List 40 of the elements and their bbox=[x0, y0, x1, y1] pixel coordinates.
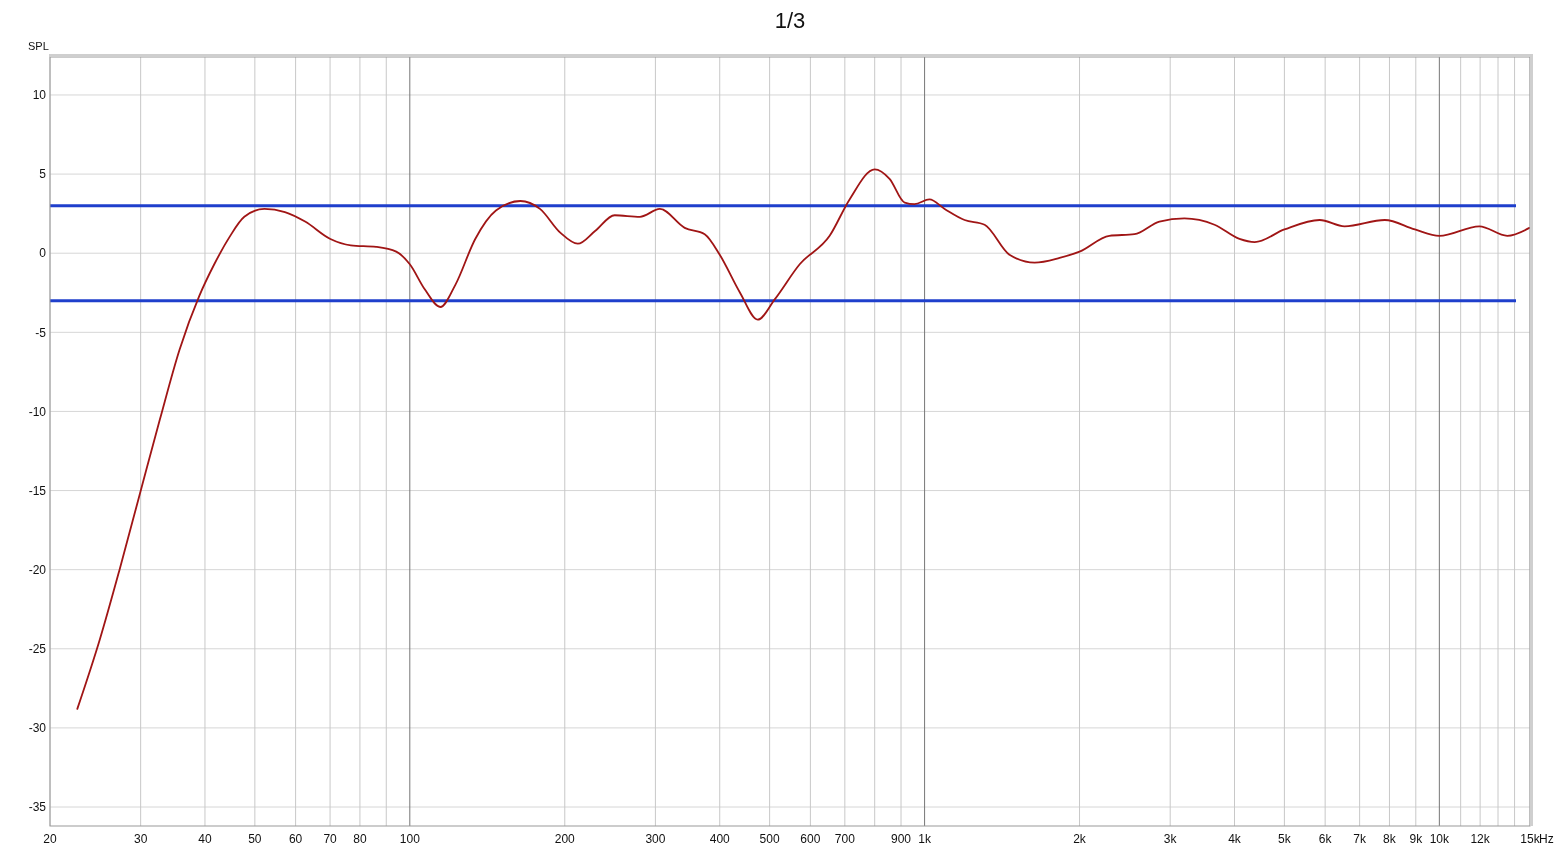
y-tick-label: 10 bbox=[32, 88, 47, 103]
x-tick-label: 80 bbox=[353, 832, 367, 846]
x-tick-label: 700 bbox=[834, 832, 856, 846]
x-tick-label: 8k bbox=[1383, 832, 1397, 846]
y-tick-label: -25 bbox=[28, 641, 47, 656]
x-tick-label: 10k bbox=[1429, 832, 1451, 846]
y-tick-label: 0 bbox=[39, 246, 47, 261]
x-tick-label: 60 bbox=[288, 832, 303, 846]
chart-title: 1/3 bbox=[774, 8, 806, 33]
x-tick-label: 5k bbox=[1278, 832, 1292, 846]
y-tick-label: -15 bbox=[28, 483, 47, 498]
x-tick-label: 15k bbox=[1520, 832, 1541, 846]
x-axis-title: Hz bbox=[1539, 832, 1554, 846]
x-tick-label: 7k bbox=[1353, 832, 1367, 846]
x-tick-label: 1k bbox=[918, 832, 932, 846]
y-tick-label: -5 bbox=[35, 325, 47, 340]
x-tick-label: 3k bbox=[1163, 832, 1178, 846]
y-tick-label: -30 bbox=[28, 721, 47, 736]
x-tick-label: 300 bbox=[645, 832, 666, 846]
x-tick-label: 900 bbox=[891, 832, 912, 846]
x-tick-label: 500 bbox=[759, 832, 780, 846]
x-tick-label: 200 bbox=[554, 832, 576, 846]
y-tick-label: -20 bbox=[28, 562, 47, 577]
y-axis-title: SPL bbox=[28, 40, 49, 52]
x-tick-label: 400 bbox=[709, 832, 731, 846]
x-tick-label: 4k bbox=[1228, 832, 1242, 846]
x-tick-label: 20 bbox=[43, 832, 57, 846]
x-tick-label: 12k bbox=[1470, 832, 1491, 846]
y-tick-label: -10 bbox=[28, 404, 47, 419]
x-tick-label: 30 bbox=[133, 832, 148, 846]
x-tick-label: 600 bbox=[800, 832, 821, 846]
x-tick-label: 6k bbox=[1318, 832, 1333, 846]
x-tick-label: 40 bbox=[198, 832, 212, 846]
x-tick-label: 9k bbox=[1409, 832, 1424, 846]
x-tick-label: 50 bbox=[248, 832, 262, 846]
y-tick-label: -35 bbox=[28, 800, 47, 815]
x-tick-label: 70 bbox=[323, 832, 338, 846]
x-tick-label: 2k bbox=[1073, 832, 1087, 846]
x-tick-label: 100 bbox=[399, 832, 421, 846]
y-tick-label: 5 bbox=[39, 167, 47, 182]
